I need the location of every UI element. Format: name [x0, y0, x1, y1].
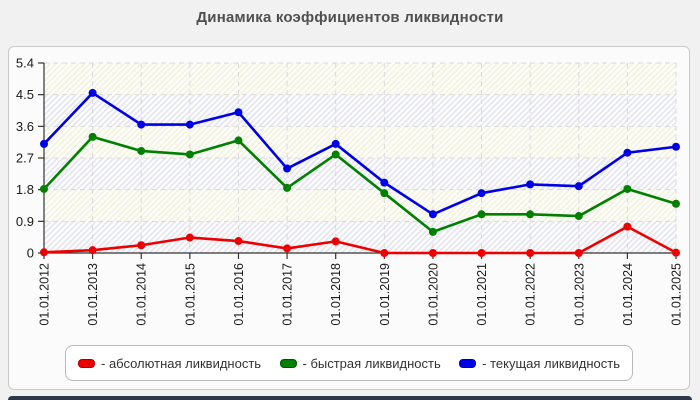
legend-item-quick-liquidity: - быстрая ликвидность [279, 355, 441, 371]
data-point [428, 210, 437, 219]
series-1 [40, 132, 680, 236]
data-point [185, 150, 194, 159]
data-point [234, 136, 243, 145]
series-0 [40, 222, 680, 257]
data-point [88, 246, 97, 255]
svg-text:01.01.2016: 01.01.2016 [232, 263, 246, 326]
data-point [623, 148, 632, 157]
data-point [137, 120, 146, 129]
svg-text:01.01.2019: 01.01.2019 [378, 263, 392, 326]
data-point [185, 120, 194, 129]
data-point [283, 183, 292, 192]
series-line [43, 91, 677, 216]
data-point [574, 249, 583, 257]
data-point [380, 178, 389, 187]
data-point [574, 182, 583, 191]
current-liquidity-swatch [459, 358, 477, 368]
data-point [331, 237, 340, 246]
svg-text:0.9: 0.9 [16, 214, 34, 229]
svg-text:0: 0 [27, 246, 34, 261]
data-point [331, 150, 340, 159]
svg-text:01.01.2017: 01.01.2017 [281, 263, 295, 326]
svg-text:01.01.2015: 01.01.2015 [183, 263, 197, 326]
legend: - абсолютная ликвидность - быстрая ликви… [65, 345, 633, 381]
quick-liquidity-swatch [279, 358, 297, 368]
gridlines [44, 62, 677, 253]
data-point [185, 233, 194, 242]
data-point [380, 189, 389, 198]
series-line [43, 135, 677, 234]
data-point [477, 189, 486, 198]
data-point [40, 184, 48, 193]
data-point [331, 139, 340, 148]
legend-label: - быстрая ликвидность [302, 355, 441, 371]
data-point [672, 199, 680, 208]
data-point [623, 184, 632, 193]
data-point [574, 212, 583, 221]
data-point [526, 210, 535, 219]
chart-title: Динамика коэффициентов ликвидности [196, 9, 504, 26]
data-point [137, 146, 146, 155]
legend-item-absolute-liquidity: - абсолютная ликвидность [78, 356, 261, 371]
data-point [234, 237, 243, 246]
data-point [40, 248, 48, 257]
series-2 [40, 88, 680, 219]
data-point [234, 108, 243, 117]
svg-text:01.01.2018: 01.01.2018 [329, 263, 343, 326]
absolute-liquidity-swatch [78, 358, 95, 368]
svg-text:2.7: 2.7 [16, 151, 34, 166]
data-point [526, 180, 535, 189]
data-point [526, 249, 535, 257]
data-point [283, 164, 292, 173]
svg-text:1.8: 1.8 [16, 182, 34, 197]
data-point [477, 249, 486, 257]
data-point [428, 249, 437, 257]
liquidity-line-chart: 00.91.82.73.64.55.401.01.2012 01.01.2013 0… [16, 56, 684, 326]
legend-label: - текущая ликвидность [482, 355, 620, 371]
y-axis-labels: 0 0.9 1.8 2.7 3.6 4.5 5.4 [16, 56, 34, 261]
data-point [477, 210, 486, 219]
data-point [88, 88, 97, 97]
data-point [283, 244, 292, 253]
svg-text:4.5: 4.5 [16, 87, 34, 102]
svg-text:01.01.2013: 01.01.2013 [86, 263, 100, 326]
svg-text:01.01.2014: 01.01.2014 [135, 263, 149, 326]
x-axis-labels: 01.01.2012 01.01.2013 01.01.2014 01.01.2015… [38, 263, 684, 326]
chart-panel: 0 0.9 1.8 2.7 3.6 4.5 5.4 01.01.2012 01.01.2013 0… [8, 46, 690, 390]
data-point [672, 248, 680, 257]
svg-text:01.01.2022: 01.01.2022 [524, 263, 538, 326]
svg-text:01.01.2012: 01.01.2012 [38, 263, 52, 326]
data-point [40, 139, 48, 148]
data-point [88, 132, 97, 141]
svg-text:01.01.2023: 01.01.2023 [572, 263, 586, 326]
svg-text:01.01.2024: 01.01.2024 [621, 263, 635, 326]
svg-text:01.01.2025: 01.01.2025 [670, 263, 684, 326]
data-point [380, 249, 389, 257]
svg-text:5.4: 5.4 [16, 56, 34, 71]
data-point [672, 142, 680, 151]
data-point [428, 227, 437, 236]
series-line [43, 225, 677, 255]
svg-text:3.6: 3.6 [16, 119, 34, 134]
data-point [137, 241, 146, 250]
data-point [623, 222, 632, 231]
bottom-panel-edge [8, 396, 692, 400]
legend-item-current-liquidity: - текущая ликвидность [459, 356, 620, 371]
svg-text:01.01.2021: 01.01.2021 [475, 263, 489, 326]
svg-text:01.01.2020: 01.01.2020 [426, 263, 440, 326]
legend-label: - абсолютная ликвидность [101, 355, 262, 371]
